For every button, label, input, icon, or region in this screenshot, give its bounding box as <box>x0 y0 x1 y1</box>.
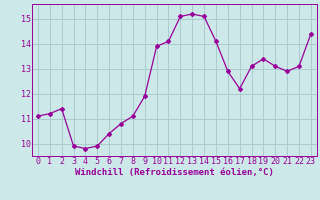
X-axis label: Windchill (Refroidissement éolien,°C): Windchill (Refroidissement éolien,°C) <box>75 168 274 177</box>
